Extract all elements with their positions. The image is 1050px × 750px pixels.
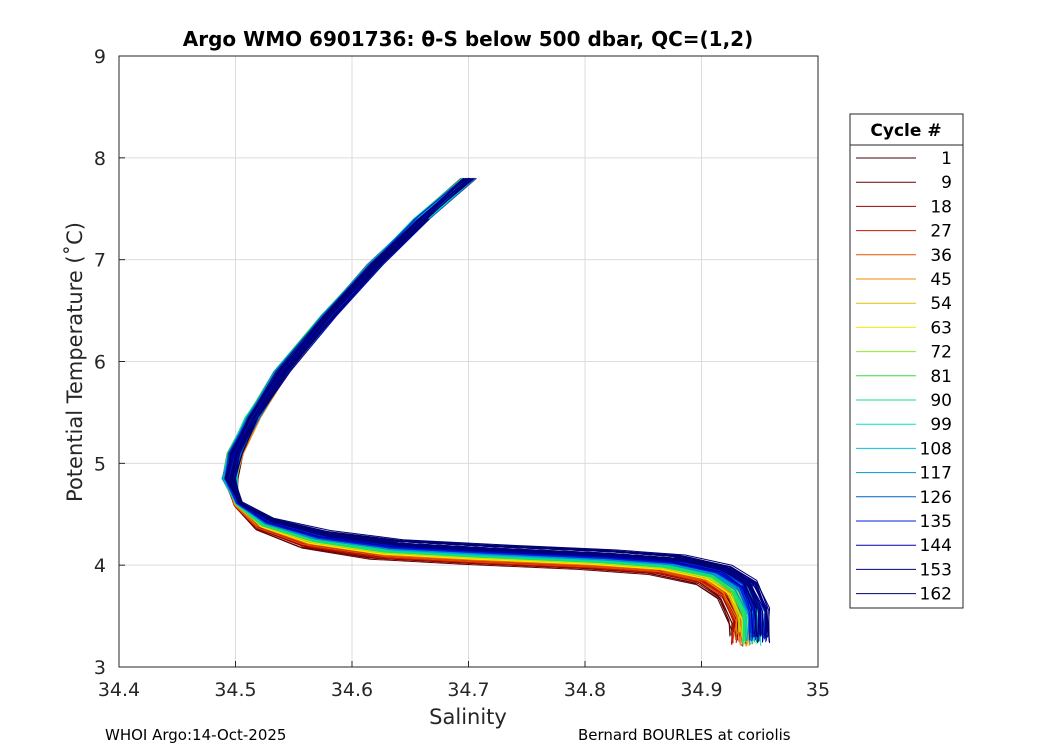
legend-entries: 1 9 18 27 36 45 54 63 72 81 90 99 108 117 126 135 144 153… xyxy=(856,149,952,605)
y-tick-labels: 3 4 5 6 7 8 9 xyxy=(94,46,106,679)
profile-line xyxy=(233,218,769,637)
legend: Cycle # 19182736455463728190991081171261… xyxy=(849,113,964,609)
chart-title: Argo WMO 6901736: θ-S below 500 dbar, QC… xyxy=(183,27,753,51)
legend-label: 63 xyxy=(930,318,952,338)
y-tick-label: 3 xyxy=(94,657,106,679)
theta-s-curves xyxy=(221,177,771,647)
x-tick-label: 34.8 xyxy=(564,679,606,701)
legend-label: 99 xyxy=(930,415,952,435)
legend-label: 72 xyxy=(930,343,952,363)
legend-label: 36 xyxy=(930,246,952,266)
legend-label: 18 xyxy=(930,197,952,217)
y-tick-label: 8 xyxy=(94,148,106,170)
x-tick-label: 35 xyxy=(806,679,830,701)
legend-label: 144 xyxy=(920,536,952,556)
x-tick-labels: 34.4 34.5 34.6 34.7 34.8 34.9 35 xyxy=(98,679,830,701)
legend-label: 153 xyxy=(920,560,952,580)
y-axis-label: Potential Temperature (˚C) xyxy=(63,222,87,502)
legend-label: 90 xyxy=(930,391,952,411)
y-tick-label: 4 xyxy=(94,555,106,577)
legend-label: 1 xyxy=(941,149,952,169)
legend-label: 45 xyxy=(930,270,952,290)
profile-line xyxy=(232,177,770,643)
profile-line xyxy=(229,177,757,638)
plot-frame xyxy=(118,55,819,668)
legend-label: 81 xyxy=(930,367,952,387)
y-tick-label: 6 xyxy=(94,352,106,374)
legend-label: 126 xyxy=(920,488,952,508)
y-tick-label: 9 xyxy=(94,46,106,68)
profile-line xyxy=(234,218,759,644)
x-tick-label: 34.5 xyxy=(214,679,256,701)
legend-label: 162 xyxy=(920,585,952,605)
x-axis-label: Salinity xyxy=(429,705,507,729)
legend-label: 54 xyxy=(930,294,952,314)
legend-title: Cycle # xyxy=(870,121,941,141)
x-tick-label: 34.4 xyxy=(98,679,140,701)
x-tick-label: 34.6 xyxy=(331,679,373,701)
legend-box xyxy=(849,113,964,609)
legend-label: 117 xyxy=(920,464,952,484)
footer-left: WHOI Argo:14-Oct-2025 xyxy=(105,726,286,744)
legend-label: 108 xyxy=(920,439,952,459)
footer-right: Bernard BOURLES at coriolis xyxy=(578,726,791,744)
legend-label: 135 xyxy=(920,512,952,532)
y-tick-label: 7 xyxy=(94,250,106,272)
x-tick-label: 34.7 xyxy=(447,679,489,701)
x-tick-label: 34.9 xyxy=(680,679,722,701)
legend-label: 27 xyxy=(930,222,952,242)
legend-label: 9 xyxy=(941,173,952,193)
y-tick-label: 5 xyxy=(94,453,106,475)
